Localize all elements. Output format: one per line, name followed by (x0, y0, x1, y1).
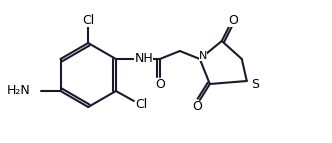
Text: O: O (228, 13, 238, 26)
Text: NH: NH (134, 51, 153, 64)
Text: S: S (251, 78, 259, 91)
Text: N: N (199, 51, 207, 61)
Text: H₂N: H₂N (7, 85, 31, 98)
Text: Cl: Cl (136, 98, 148, 111)
Text: Cl: Cl (82, 13, 94, 26)
Text: O: O (192, 101, 202, 114)
Text: O: O (155, 78, 165, 91)
